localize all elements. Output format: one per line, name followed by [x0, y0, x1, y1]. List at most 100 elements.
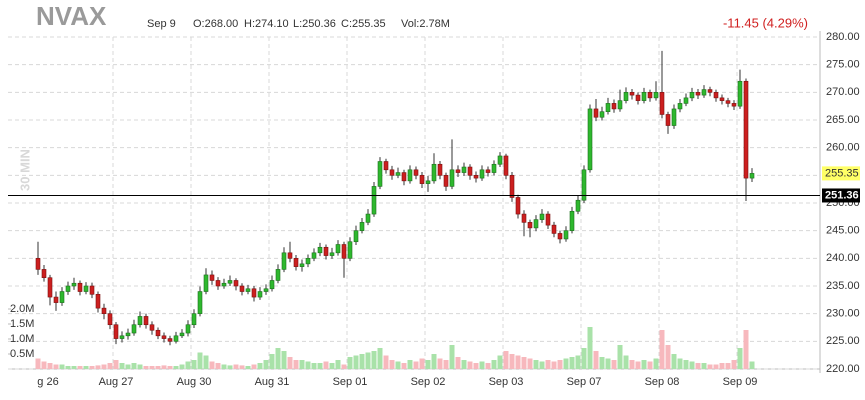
candle-body: [47, 277, 53, 298]
candle-body: [497, 155, 503, 165]
candle-body: [665, 114, 671, 126]
volume-bar: [371, 351, 377, 369]
close-text: C:255.35: [341, 18, 386, 30]
x-tick-label: Sep 09: [723, 376, 758, 388]
candle-body: [557, 233, 563, 240]
candle-body: [587, 108, 593, 171]
volume-bar: [653, 358, 659, 369]
candle-body: [743, 80, 749, 179]
volume-bar: [581, 348, 587, 369]
candle-body: [701, 89, 707, 96]
candle-body: [311, 252, 317, 259]
volume-bar: [83, 366, 89, 369]
volume-bar: [527, 358, 533, 369]
volume-bar: [695, 363, 701, 369]
candle-body: [539, 213, 545, 220]
candle-body: [305, 258, 311, 265]
volume-bar: [587, 327, 593, 369]
volume-bar: [647, 361, 653, 369]
candle-body: [137, 316, 143, 326]
candle-body: [227, 280, 233, 284]
volume-bar: [245, 366, 251, 369]
candle-body: [179, 332, 185, 337]
volume-bar: [503, 351, 509, 369]
candle-body: [215, 280, 221, 287]
volume-bar: [497, 355, 503, 369]
volume-bar: [509, 354, 515, 369]
date: Sep 9: [147, 18, 176, 30]
candle-body: [419, 175, 425, 184]
volume-bar: [425, 360, 431, 369]
volume-bar: [401, 363, 407, 369]
volume-bar: [341, 364, 347, 369]
volume-bar: [545, 360, 551, 369]
reference-label-box: [822, 188, 860, 203]
x-tick-label: Sep 08: [645, 376, 680, 388]
volume-bar: [605, 358, 611, 369]
ticker: NVAX: [36, 1, 107, 31]
volume-bar: [335, 360, 341, 369]
volume-bar: [305, 361, 311, 369]
candle-body: [359, 222, 365, 231]
volume-bar: [407, 360, 413, 369]
candle-body: [77, 282, 83, 292]
candle-body: [449, 169, 455, 187]
volume-bar: [659, 330, 665, 369]
volume-bar: [191, 360, 197, 369]
volume-bar: [329, 363, 335, 369]
volume-bar: [413, 361, 419, 369]
candle-body: [611, 103, 617, 110]
volume-bar: [431, 354, 437, 369]
volume-bar: [269, 354, 275, 369]
volume-bar: [41, 361, 47, 369]
candle-body: [527, 222, 533, 229]
candle-body: [479, 169, 485, 179]
candle-body: [683, 97, 689, 104]
volume-bar: [473, 363, 479, 369]
candle-body: [335, 244, 341, 254]
volume-bar: [689, 361, 695, 369]
volume-bar: [95, 365, 101, 369]
candle-body: [737, 80, 743, 107]
volume-bar: [173, 366, 179, 369]
y-tick-label: 270.00: [826, 86, 860, 98]
y-tick-label: 240.00: [826, 252, 860, 264]
volume-bar: [557, 360, 563, 369]
candle-body: [443, 175, 449, 187]
change: -11.45 (4.29%): [723, 15, 808, 30]
candle-body: [251, 288, 257, 298]
volume-bar: [419, 358, 425, 369]
y-tick-label: 280.00: [826, 31, 860, 43]
volume-bar: [677, 358, 683, 369]
candle-body: [629, 92, 635, 96]
volume-bar: [599, 357, 605, 369]
volume-bar: [101, 364, 107, 369]
candle-body: [473, 175, 479, 179]
x-tick-label: Aug 31: [255, 376, 290, 388]
candle-body: [485, 169, 491, 173]
candle-body: [209, 274, 215, 281]
volume-tick-label: 1.5M: [10, 318, 34, 330]
volume-bar: [299, 360, 305, 369]
volume-bar: [683, 360, 689, 369]
last-price-label: 255.35: [825, 167, 859, 179]
low-text: L:250.36: [293, 18, 336, 30]
volume-bar: [377, 348, 383, 369]
volume-bar: [449, 345, 455, 369]
volume-bar: [317, 363, 323, 369]
volume-bar: [365, 352, 371, 369]
volume-bar: [77, 366, 83, 369]
timeframe: 30 MIN: [17, 149, 32, 191]
candle-body: [203, 274, 209, 292]
volume-bar: [203, 355, 209, 369]
x-tick-label: Sep 01: [333, 376, 368, 388]
x-tick-label: Aug 30: [177, 376, 212, 388]
volume-bar: [161, 365, 167, 369]
volume-tick-label: 0.5M: [10, 348, 34, 360]
volume-bar: [569, 357, 575, 369]
volume-bar: [323, 361, 329, 369]
candle-body: [293, 258, 299, 267]
candle-body: [95, 293, 101, 309]
candle-body: [53, 296, 59, 303]
volume-bar: [623, 355, 629, 369]
